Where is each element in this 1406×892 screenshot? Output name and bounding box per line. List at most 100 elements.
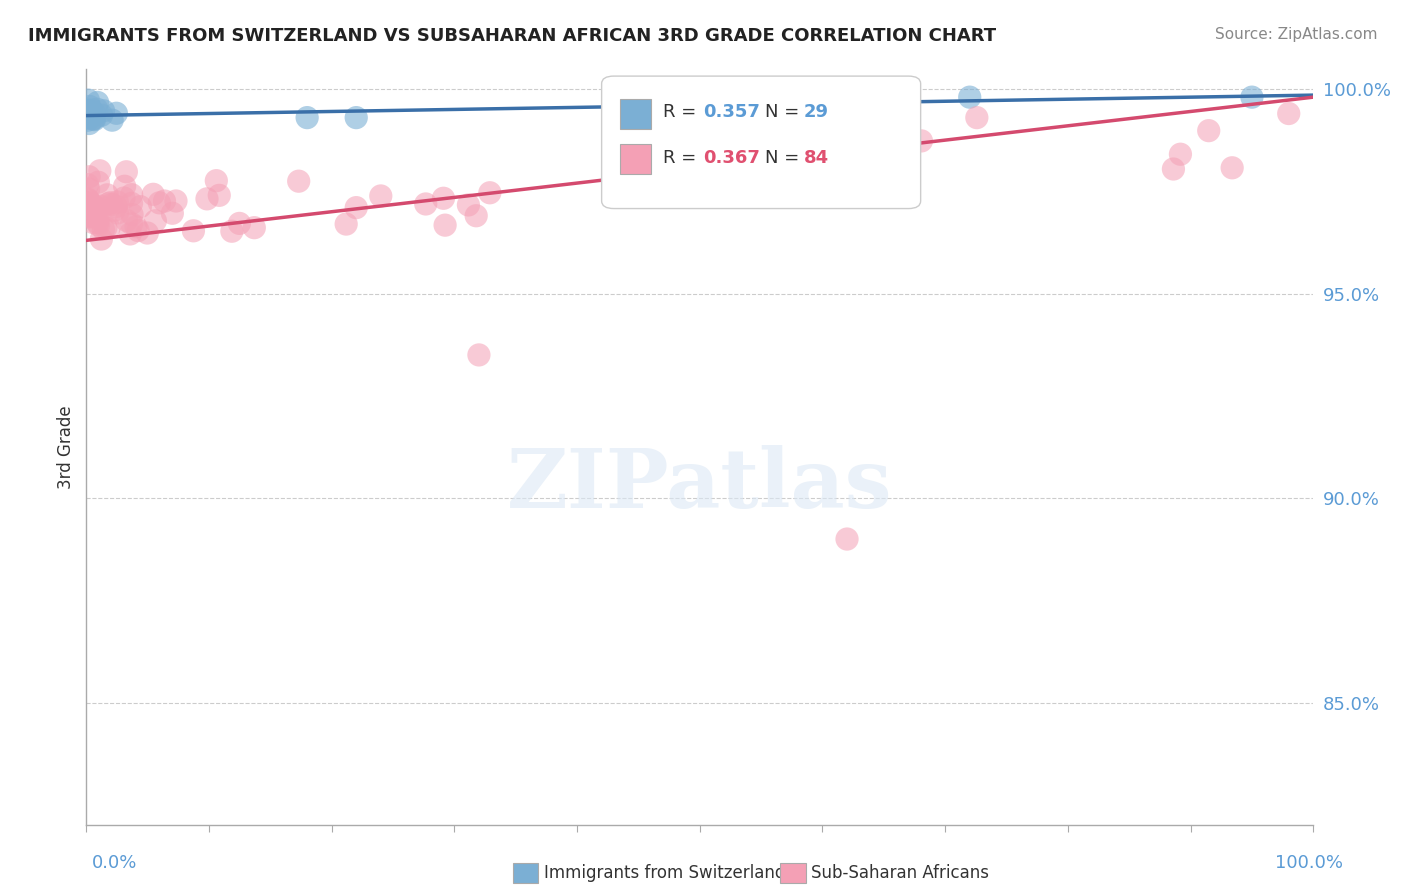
Point bbox=[228, 216, 250, 230]
Point bbox=[86, 95, 108, 110]
Point bbox=[1220, 161, 1243, 175]
Point bbox=[79, 110, 101, 124]
Point bbox=[77, 169, 100, 184]
Point bbox=[79, 209, 101, 223]
Point bbox=[142, 187, 165, 202]
Point bbox=[457, 198, 479, 212]
Point bbox=[335, 217, 357, 231]
Point bbox=[125, 219, 148, 234]
Point bbox=[98, 195, 121, 210]
Point bbox=[344, 111, 367, 125]
Point bbox=[468, 348, 491, 362]
Text: IMMIGRANTS FROM SWITZERLAND VS SUBSAHARAN AFRICAN 3RD GRADE CORRELATION CHART: IMMIGRANTS FROM SWITZERLAND VS SUBSAHARA… bbox=[28, 27, 997, 45]
Point bbox=[76, 104, 98, 119]
Point bbox=[83, 106, 105, 120]
Point bbox=[97, 197, 120, 211]
Text: N =: N = bbox=[765, 103, 804, 121]
Point bbox=[835, 95, 858, 109]
Point bbox=[90, 232, 112, 246]
Point bbox=[195, 192, 218, 206]
Point bbox=[664, 90, 686, 104]
Point bbox=[344, 201, 367, 215]
Point bbox=[87, 218, 110, 232]
Point bbox=[89, 199, 111, 213]
Point bbox=[87, 211, 110, 226]
Point bbox=[86, 203, 108, 218]
Point bbox=[89, 163, 111, 178]
Point bbox=[778, 143, 800, 157]
Point bbox=[153, 194, 176, 208]
Point bbox=[76, 108, 98, 122]
Point bbox=[105, 106, 128, 120]
Point bbox=[80, 201, 103, 215]
Text: 0.357: 0.357 bbox=[703, 103, 761, 121]
Point bbox=[112, 191, 135, 205]
Point bbox=[80, 103, 103, 118]
Point bbox=[121, 207, 143, 221]
Point bbox=[221, 224, 243, 238]
Point bbox=[631, 152, 654, 166]
Point bbox=[82, 215, 104, 229]
Point bbox=[1163, 161, 1185, 176]
FancyBboxPatch shape bbox=[620, 145, 651, 175]
Point bbox=[77, 193, 100, 207]
Text: R =: R = bbox=[664, 149, 702, 167]
Text: 100.0%: 100.0% bbox=[1275, 855, 1343, 872]
Point bbox=[145, 213, 167, 227]
Point bbox=[76, 113, 98, 128]
Point bbox=[76, 192, 98, 206]
Point bbox=[86, 102, 108, 116]
Point bbox=[79, 99, 101, 113]
Point bbox=[77, 111, 100, 125]
Text: Sub-Saharan Africans: Sub-Saharan Africans bbox=[811, 864, 990, 882]
Point bbox=[966, 111, 988, 125]
Point bbox=[910, 134, 932, 148]
FancyBboxPatch shape bbox=[620, 99, 651, 129]
Point bbox=[79, 197, 101, 211]
Point bbox=[100, 197, 122, 211]
Text: 29: 29 bbox=[804, 103, 830, 121]
Y-axis label: 3rd Grade: 3rd Grade bbox=[58, 405, 75, 489]
Point bbox=[84, 201, 107, 215]
Point bbox=[838, 149, 860, 163]
Point bbox=[243, 220, 266, 235]
Point bbox=[148, 195, 170, 210]
Point bbox=[87, 216, 110, 230]
Point bbox=[432, 191, 454, 205]
Point bbox=[87, 202, 110, 216]
Point bbox=[76, 108, 98, 122]
Point bbox=[370, 189, 392, 203]
Point bbox=[478, 186, 501, 200]
Point bbox=[121, 196, 143, 211]
Point bbox=[77, 93, 100, 107]
Point bbox=[465, 209, 488, 223]
Point bbox=[77, 104, 100, 119]
Point bbox=[76, 178, 98, 192]
Point bbox=[287, 174, 309, 188]
Point bbox=[127, 223, 149, 237]
Point bbox=[415, 197, 437, 211]
Point bbox=[98, 220, 121, 235]
Text: 0.0%: 0.0% bbox=[91, 855, 136, 872]
Point bbox=[295, 111, 318, 125]
FancyBboxPatch shape bbox=[602, 76, 921, 209]
Point bbox=[76, 103, 98, 118]
Text: Source: ZipAtlas.com: Source: ZipAtlas.com bbox=[1215, 27, 1378, 42]
Text: ZIPatlas: ZIPatlas bbox=[508, 445, 893, 524]
Point bbox=[107, 206, 129, 220]
Point bbox=[83, 112, 105, 126]
Point bbox=[162, 206, 184, 220]
Point bbox=[129, 200, 152, 214]
Point bbox=[103, 203, 125, 218]
Point bbox=[700, 142, 723, 156]
Point bbox=[79, 195, 101, 210]
Point bbox=[121, 217, 143, 231]
Point bbox=[1240, 90, 1263, 104]
Point bbox=[93, 222, 115, 236]
Point bbox=[959, 90, 981, 104]
Point bbox=[101, 113, 124, 128]
Point bbox=[83, 112, 105, 127]
Point bbox=[77, 210, 100, 224]
Text: 0.367: 0.367 bbox=[703, 149, 761, 167]
Point bbox=[93, 103, 115, 118]
